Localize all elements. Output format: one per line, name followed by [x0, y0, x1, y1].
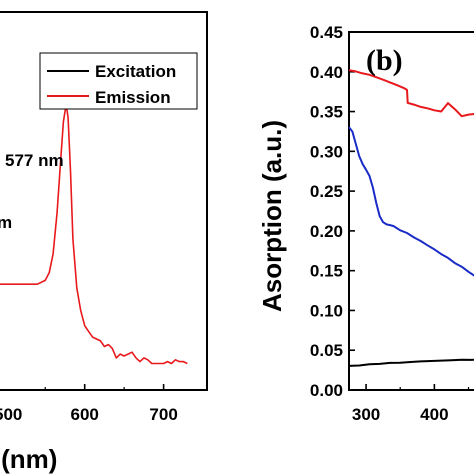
panel-a-x-ticks: 600 700 — [44, 384, 178, 424]
panel-b-frame — [348, 31, 474, 391]
panel-b-y-tick-label: 0.05 — [310, 341, 343, 360]
panel-b-y-tick-label: 0.20 — [310, 222, 343, 241]
panel-b-x-tick-label: 300 — [352, 405, 380, 424]
panel-b-series — [348, 69, 474, 367]
peak-annotation: 577 nm — [5, 151, 64, 170]
panel-b-y-tick-label: 0.25 — [310, 182, 343, 201]
panel-b-y-axis-title: Asorption (a.u.) — [257, 120, 287, 312]
panel-a-x-axis-title: n (nm) — [0, 444, 57, 474]
panel-b-label: (b) — [366, 44, 403, 77]
panel-b-chart: 0.00 0.05 0.10 0.15 0.20 0.25 0.30 0.35 0.40 0.45… — [257, 23, 474, 424]
panel-a-x-tick-label: 600 — [71, 405, 99, 424]
panel-b-y-tick-label: 0.30 — [310, 142, 343, 161]
series-line-blue — [348, 126, 474, 277]
legend-label-excitation: Excitation — [95, 62, 176, 81]
legend-box — [39, 52, 198, 110]
panel-a-legend: Excitation Emission — [39, 52, 198, 110]
panel-b-y-tick-label: 0.45 — [310, 23, 343, 42]
panel-b-y-tick-label: 0.40 — [310, 63, 343, 82]
panel-b-y-tick-label: 0.15 — [310, 262, 343, 281]
series-line-emission — [0, 105, 188, 365]
panel-a-x-tick-label: 700 — [149, 405, 177, 424]
series-line-black — [348, 358, 474, 367]
panel-a-x-tick-label-500: 500 — [0, 405, 22, 424]
panel-b-x-tick-label: 400 — [420, 405, 448, 424]
panel-b-y-tick-label: 0.35 — [310, 103, 343, 122]
panel-b-y-tick-label: 0.10 — [310, 301, 343, 320]
panel-b-ticks: 0.00 0.05 0.10 0.15 0.20 0.25 0.30 0.35 0.40 0.45… — [310, 23, 470, 424]
panel-a-frame — [0, 11, 208, 391]
panel-a-series — [0, 105, 188, 365]
legend-label-emission: Emission — [95, 88, 171, 107]
panel-b-y-tick-label: 0.00 — [310, 381, 343, 400]
series-line-red — [348, 69, 474, 118]
cut-annotation: m — [0, 213, 12, 232]
